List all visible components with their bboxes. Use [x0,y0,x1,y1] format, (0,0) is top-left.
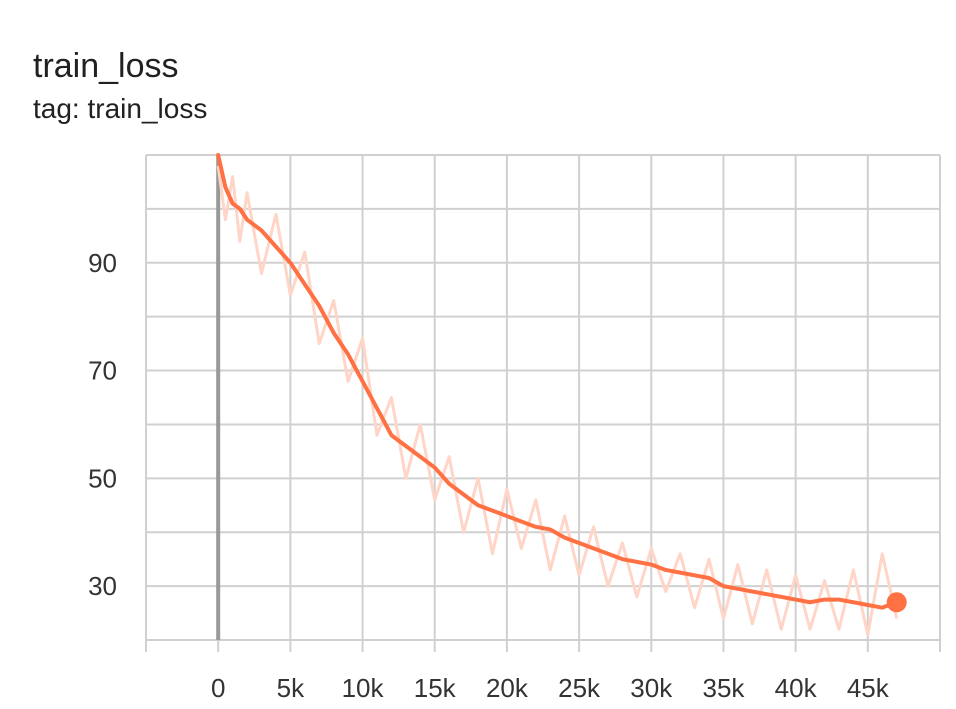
series-endpoint-marker [886,592,907,613]
smoothed-series-line [216,153,899,610]
raw-series [216,165,899,637]
x-tick-label: 10k [342,673,385,703]
x-tick-label: 25k [558,673,601,703]
x-tick-label: 45k [847,673,890,703]
chart-subtitle: tag: train_loss [33,93,208,124]
y-tick-label: 50 [88,463,117,493]
x-tick-label: 15k [414,673,457,703]
raw-series-line [216,165,899,637]
smoothed-series [216,153,907,613]
x-tick-label: 5k [277,673,305,703]
x-tick-label: 35k [702,673,745,703]
y-tick-label: 70 [88,356,117,386]
chart-grid [145,154,941,652]
y-tick-label: 30 [88,571,117,601]
x-tick-label: 20k [486,673,529,703]
x-tick-label: 40k [775,673,818,703]
chart-title: train_loss [33,47,179,85]
axis-ticks: 0 5k 10k 15k 20k 25k 30k 35k 40k 45k 30 50 70 90 [88,248,890,703]
x-tick-label: 30k [630,673,673,703]
y-tick-label: 90 [88,248,117,278]
x-tick-label: 0 [211,673,225,703]
